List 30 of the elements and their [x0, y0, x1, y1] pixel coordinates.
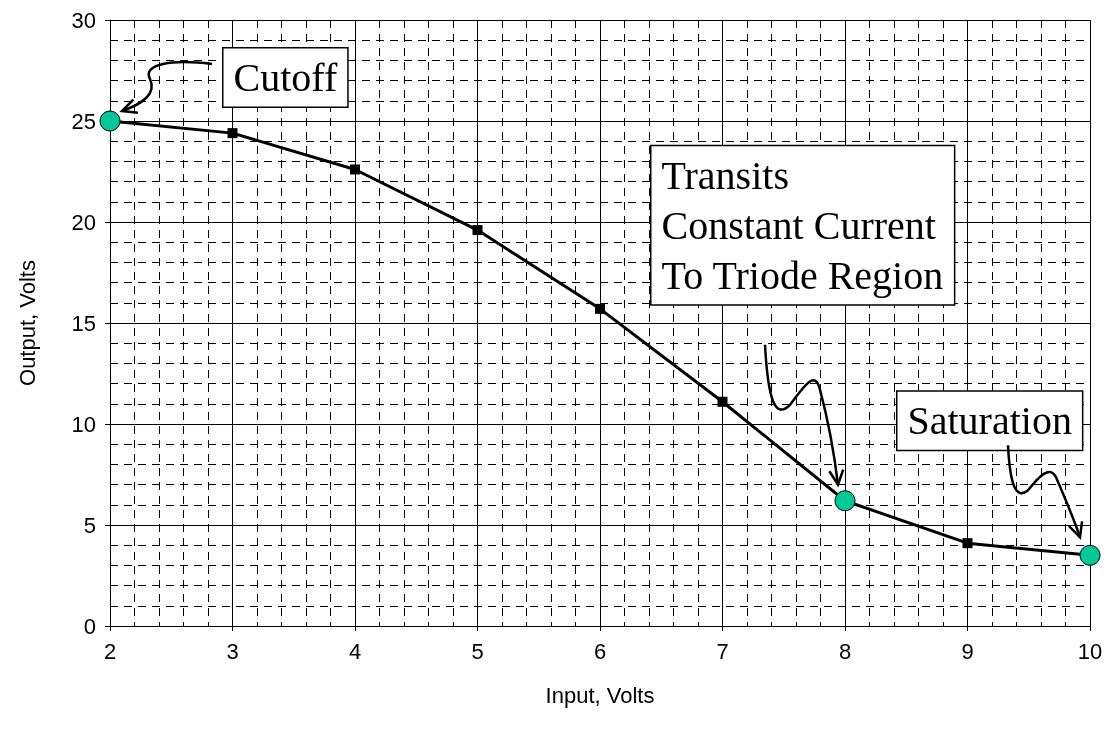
x-tick-label: 4	[348, 638, 362, 664]
x-tick-label: 10	[1077, 638, 1103, 664]
y-tick-label: 20	[71, 209, 96, 235]
point	[99, 110, 121, 132]
point	[595, 303, 605, 314]
annotation: Transits Constant Current To Triode Region	[661, 152, 944, 298]
point	[834, 490, 856, 512]
x-axis-title: Input, Volts	[545, 682, 655, 708]
y-tick-label: 10	[71, 411, 96, 437]
point	[350, 164, 360, 175]
x-tick-label: 8	[838, 638, 852, 664]
x-tick-label: 9	[961, 638, 974, 664]
y-tick-label: 30	[71, 7, 96, 33]
point	[717, 396, 728, 407]
y-tick-label: 5	[83, 512, 96, 538]
point	[962, 538, 973, 549]
x-tick-label: 2	[103, 638, 117, 664]
x-tick-label: 6	[593, 638, 607, 664]
point	[472, 225, 483, 236]
annotation: Cutoff	[233, 55, 338, 100]
point	[1079, 544, 1101, 566]
y-tick-label: 0	[83, 613, 96, 639]
annotation: Saturation	[907, 398, 1072, 444]
x-tick-label: 7	[716, 638, 729, 664]
y-tick-label: 15	[71, 310, 96, 336]
y-tick-label: 25	[71, 108, 96, 134]
x-tick-label: 5	[471, 638, 484, 664]
x-tick-label: 3	[226, 638, 239, 664]
y-axis-title: Output, Volts	[14, 260, 40, 386]
point	[227, 128, 238, 139]
